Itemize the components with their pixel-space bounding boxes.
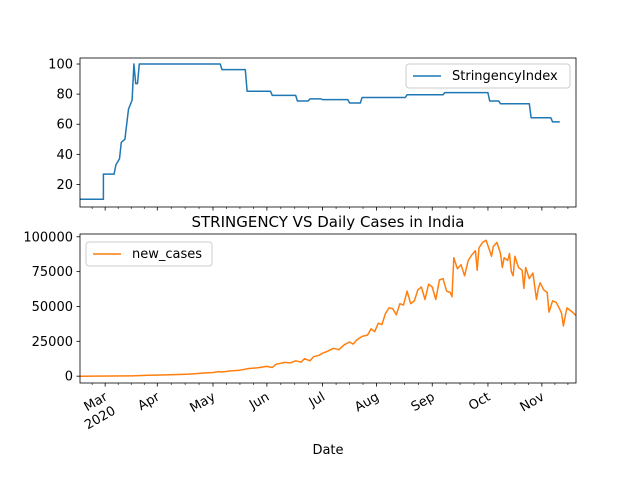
new-cases-y-tick-label: 50000	[32, 300, 73, 315]
new-cases-axes-frame	[79, 233, 577, 384]
stringency-y-ticks: 20 40 60 80 100	[48, 58, 80, 193]
stringency-y-tick-label: 100	[48, 58, 73, 73]
stringency-legend: StringencyIndex	[405, 63, 571, 89]
stringency-subplot: 20 40 60 80 100 StringencyIndex	[48, 57, 577, 211]
stringency-index-line	[80, 63, 560, 200]
new-cases-y-ticks: 0 25000 50000 75000 100000	[23, 230, 80, 385]
new-cases-legend-box	[85, 241, 213, 267]
stringency-legend-label: StringencyIndex	[452, 69, 558, 84]
x-axis-label: Date	[312, 443, 343, 458]
stringency-y-tick-label: 20	[56, 178, 73, 193]
stringency-legend-box	[405, 63, 571, 89]
chart-title: STRINGENCY VS Daily Cases in India	[191, 213, 464, 231]
new-cases-line	[79, 239, 577, 377]
new-cases-legend: new_cases	[85, 241, 213, 267]
stringency-y-tick-label: 80	[56, 88, 73, 103]
new-cases-x-tick-label: Jul	[306, 390, 328, 411]
new-cases-y-tick-label: 75000	[32, 265, 73, 280]
new-cases-legend-label: new_cases	[132, 247, 202, 262]
stringency-y-tick-label: 40	[56, 148, 73, 163]
new-cases-y-tick-label: 100000	[23, 230, 73, 245]
new-cases-y-tick-label: 25000	[32, 335, 73, 350]
stringency-axes-frame	[79, 57, 577, 208]
stringency-y-tick-label: 60	[56, 118, 73, 133]
new-cases-y-tick-label: 0	[65, 370, 73, 385]
